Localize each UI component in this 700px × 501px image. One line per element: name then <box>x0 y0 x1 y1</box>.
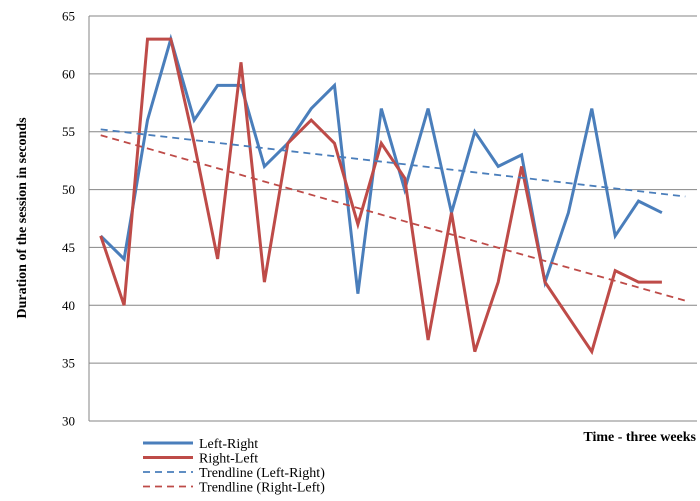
y-tick-label: 60 <box>62 66 75 81</box>
legend-label-1: Right-Left <box>199 452 258 467</box>
y-tick-label: 45 <box>62 240 75 255</box>
y-tick-label: 55 <box>62 124 75 139</box>
series-line-2 <box>100 128 686 198</box>
series-group <box>99 33 686 356</box>
legend-label-3: Trendline (Right-Left) <box>199 481 325 496</box>
y-tick-label: 40 <box>62 298 75 313</box>
y-axis-title: Duration of the session in seconds <box>15 117 30 319</box>
x-axis-title: Time - three weeks <box>583 430 696 445</box>
legend-label-2: Trendline (Left-Right) <box>199 466 325 481</box>
y-tick-label: 50 <box>62 182 75 197</box>
y-tick-labels: 30 35 40 45 50 55 60 65 <box>62 9 75 429</box>
y-tick-label: 35 <box>62 356 75 371</box>
legend-label-0: Left-Right <box>199 437 258 452</box>
y-tick-label: 30 <box>62 414 75 429</box>
series-line-0 <box>99 33 663 294</box>
axes <box>88 16 697 422</box>
series-line-3 <box>100 134 686 302</box>
series-line-1 <box>99 37 662 356</box>
y-tick-label: 65 <box>62 9 75 24</box>
